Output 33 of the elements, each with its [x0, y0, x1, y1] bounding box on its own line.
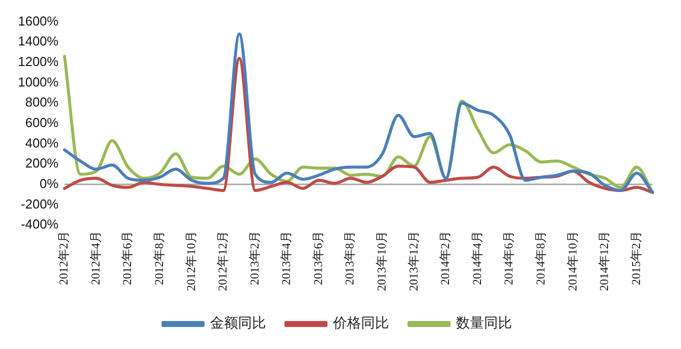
x-tick-label: 2014年4月 — [470, 231, 484, 285]
legend-label: 金额同比 — [210, 316, 266, 332]
x-tick-label: 2013年8月 — [342, 231, 357, 285]
y-tick-label: 0% — [40, 176, 59, 191]
y-tick-label: -400% — [20, 216, 59, 232]
x-tick-label: 2014年12月 — [597, 231, 612, 291]
y-tick-label: 1400% — [18, 34, 59, 49]
y-tick-label: 800% — [25, 94, 59, 110]
y-tick-label: 600% — [25, 114, 59, 130]
x-tick-label: 2014年10月 — [565, 231, 580, 291]
x-tick-label: 2013年2月 — [247, 231, 262, 285]
y-tick-label: 400% — [25, 135, 59, 150]
x-tick-label: 2012年10月 — [184, 231, 198, 291]
y-tick-label: 1600% — [18, 13, 59, 28]
x-tick-label: 2013年12月 — [406, 231, 420, 291]
x-tick-label: 2012年2月 — [56, 231, 71, 285]
x-tick-label: 2012年6月 — [120, 231, 134, 285]
y-tick-label: -200% — [20, 196, 59, 212]
y-tick-label: 1000% — [18, 74, 59, 90]
x-tick-label: 2012年4月 — [88, 231, 102, 285]
y-tick-label: 200% — [25, 156, 59, 171]
legend-label: 数量同比 — [456, 316, 512, 332]
x-tick-label: 2012年12月 — [216, 231, 230, 291]
legend-label: 价格同比 — [332, 316, 389, 332]
x-tick-label: 2014年2月 — [438, 231, 452, 285]
x-tick-label: 2014年8月 — [533, 231, 548, 285]
x-tick-label: 2012年8月 — [152, 231, 166, 285]
x-tick-label: 2013年4月 — [279, 231, 294, 285]
x-tick-label: 2015年2月 — [628, 231, 643, 285]
x-tick-label: 2014年6月 — [502, 231, 516, 285]
y-tick-label: 1200% — [18, 54, 59, 70]
x-tick-label: 2013年10月 — [374, 231, 389, 291]
x-tick-label: 2013年6月 — [310, 231, 325, 285]
